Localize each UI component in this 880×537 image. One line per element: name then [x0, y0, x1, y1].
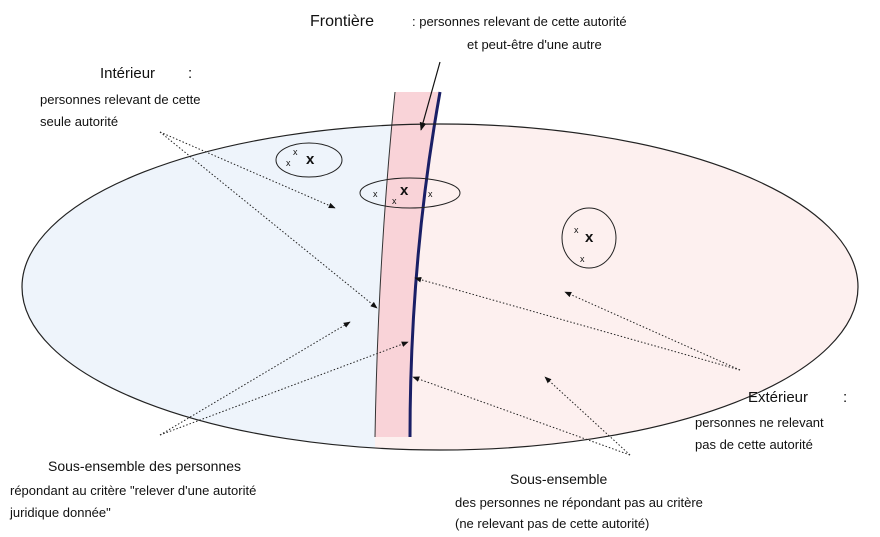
- subset-text: juridique donnée": [9, 505, 111, 520]
- colon: :: [188, 65, 192, 82]
- cross: x: [373, 189, 378, 199]
- arrows: [159, 61, 741, 456]
- group: [359, 177, 461, 209]
- crosses: x x x x x x x x x x: [286, 147, 594, 264]
- subset-title: Sous-ensemble des personnes: [48, 458, 241, 474]
- subset-text: des personnes ne répondant pas au critèr…: [455, 495, 703, 510]
- interior-text: personnes relevant de cette: [40, 92, 200, 107]
- group: [275, 142, 343, 178]
- outer-ellipse: [21, 123, 859, 451]
- colon: :: [843, 389, 847, 406]
- frontier-title: Frontière: [310, 13, 374, 30]
- cross: x: [293, 147, 298, 157]
- cross: x: [580, 254, 585, 264]
- cross: x: [574, 225, 579, 235]
- cross: x: [400, 182, 409, 199]
- cross: x: [428, 189, 433, 199]
- frontier-edge: [374, 91, 396, 438]
- frontier-text: : personnes relevant de cette autorité: [412, 14, 627, 29]
- subset-text: (ne relevant pas de cette autorité): [455, 516, 649, 531]
- cross: x: [585, 229, 594, 246]
- exterior-text: pas de cette autorité: [695, 437, 813, 452]
- exterior-text: personnes ne relevant: [695, 415, 824, 430]
- subset-text: répondant au critère "relever d'une auto…: [10, 483, 256, 498]
- interior-text: seule autorité: [40, 114, 118, 129]
- interior-region: [22, 124, 398, 450]
- frontier-line: [408, 91, 442, 438]
- cross: x: [286, 158, 291, 168]
- subset-title: Sous-ensemble: [510, 471, 607, 487]
- cross: x: [392, 196, 397, 206]
- exterior-title: Extérieur: [748, 389, 808, 406]
- group: [561, 207, 617, 269]
- cross: x: [306, 151, 315, 168]
- frontier-text: et peut-être d'une autre: [467, 37, 602, 52]
- interior-title: Intérieur: [100, 65, 155, 82]
